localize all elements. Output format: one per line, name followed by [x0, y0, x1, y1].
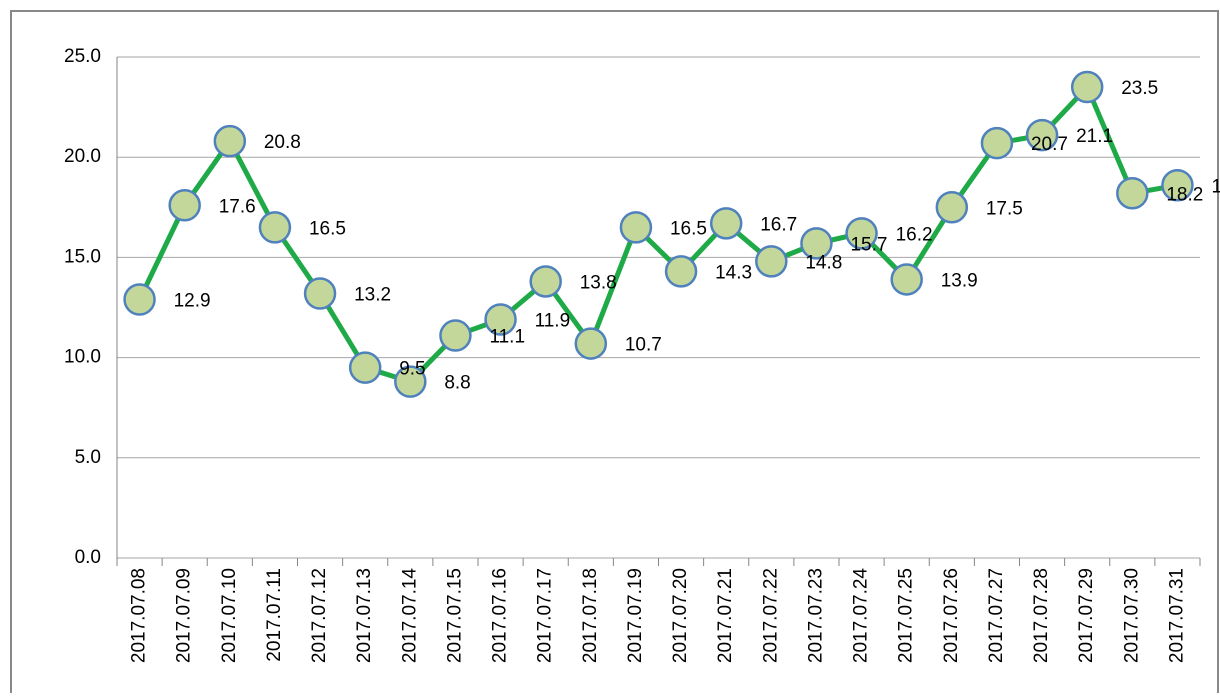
x-tick-label: 2017.07.11 [264, 568, 285, 662]
marker [484, 303, 517, 336]
data-label: 16.5 [309, 218, 346, 239]
marker [258, 211, 292, 244]
x-tick-label: 2017.07.26 [941, 568, 962, 663]
data-label: 14.3 [715, 262, 752, 283]
marker [123, 283, 156, 316]
marker [529, 265, 562, 298]
x-tick-label: 2017.07.23 [805, 568, 826, 663]
data-label: 21.1 [1076, 126, 1113, 147]
marker [755, 245, 788, 278]
marker [1070, 70, 1104, 104]
data-label: 20.7 [1031, 134, 1068, 155]
chart-frame [10, 10, 1219, 693]
y-tick-label: 10.0 [64, 347, 101, 368]
marker [348, 351, 382, 384]
marker [664, 255, 698, 288]
data-label: 12.9 [174, 290, 211, 311]
data-label: 16.2 [896, 224, 933, 245]
marker [303, 277, 337, 310]
marker [213, 124, 247, 158]
marker [980, 126, 1014, 160]
data-label: 17.6 [219, 196, 256, 217]
x-tick-label: 2017.07.10 [219, 568, 240, 663]
x-tick-label: 2017.07.16 [490, 568, 511, 663]
marker [394, 365, 427, 398]
x-tick-label: 2017.07.18 [580, 568, 601, 663]
marker [845, 217, 878, 250]
x-tick-label: 2017.07.20 [670, 568, 691, 663]
data-label: 20.8 [264, 132, 301, 153]
x-tick-label: 2017.07.08 [129, 568, 150, 663]
x-tick-label: 2017.07.15 [444, 568, 465, 663]
marker [935, 191, 969, 224]
x-tick-label: 2017.07.27 [986, 568, 1007, 663]
x-tick-label: 2017.07.13 [354, 568, 375, 663]
marker [709, 207, 743, 240]
data-label: 18.2 [1166, 184, 1203, 205]
x-tick-label: 2017.07.24 [851, 568, 872, 664]
marker [890, 263, 923, 296]
data-label: 18.6 [1211, 176, 1220, 197]
x-tick-label: 2017.07.12 [309, 568, 330, 663]
marker [168, 189, 201, 222]
data-label: 8.8 [444, 373, 470, 394]
data-label: 16.7 [760, 214, 797, 235]
data-label: 9.5 [399, 359, 425, 380]
x-tick-label: 2017.07.21 [715, 568, 736, 663]
x-tick-label: 2017.07.09 [174, 568, 195, 663]
data-label: 11.1 [489, 327, 525, 348]
data-label: 17.5 [986, 198, 1023, 219]
data-label: 15.7 [850, 234, 887, 255]
marker [800, 227, 833, 260]
x-tick-label: 2017.07.29 [1076, 568, 1097, 663]
x-tick-label: 2017.07.17 [535, 568, 556, 663]
data-label: 10.7 [625, 335, 662, 356]
marker [574, 327, 608, 360]
marker [439, 319, 472, 352]
data-label: 13.9 [941, 270, 978, 291]
y-tick-label: 25.0 [64, 46, 101, 67]
x-tick-label: 2017.07.28 [1031, 568, 1052, 663]
data-label: 16.5 [670, 218, 707, 239]
data-label: 11.9 [535, 311, 571, 332]
x-tick-label: 2017.07.19 [625, 568, 646, 663]
x-tick-label: 2017.07.25 [896, 568, 917, 663]
marker [619, 211, 653, 244]
data-label: 23.5 [1121, 78, 1158, 99]
data-label: 13.8 [580, 272, 617, 293]
y-tick-label: 0.0 [75, 547, 101, 568]
y-tick-label: 15.0 [64, 246, 101, 267]
x-tick-label: 2017.07.14 [399, 568, 420, 664]
marker [1161, 169, 1194, 202]
marker [1025, 118, 1059, 152]
x-tick-label: 2017.07.22 [760, 568, 781, 663]
y-tick-label: 20.0 [64, 146, 101, 167]
marker [1116, 177, 1149, 210]
data-label: 14.8 [805, 252, 842, 273]
x-tick-label: 2017.07.30 [1121, 568, 1142, 663]
data-label: 13.2 [354, 284, 391, 305]
y-tick-label: 5.0 [75, 447, 101, 468]
x-tick-label: 2017.07.31 [1166, 568, 1187, 663]
